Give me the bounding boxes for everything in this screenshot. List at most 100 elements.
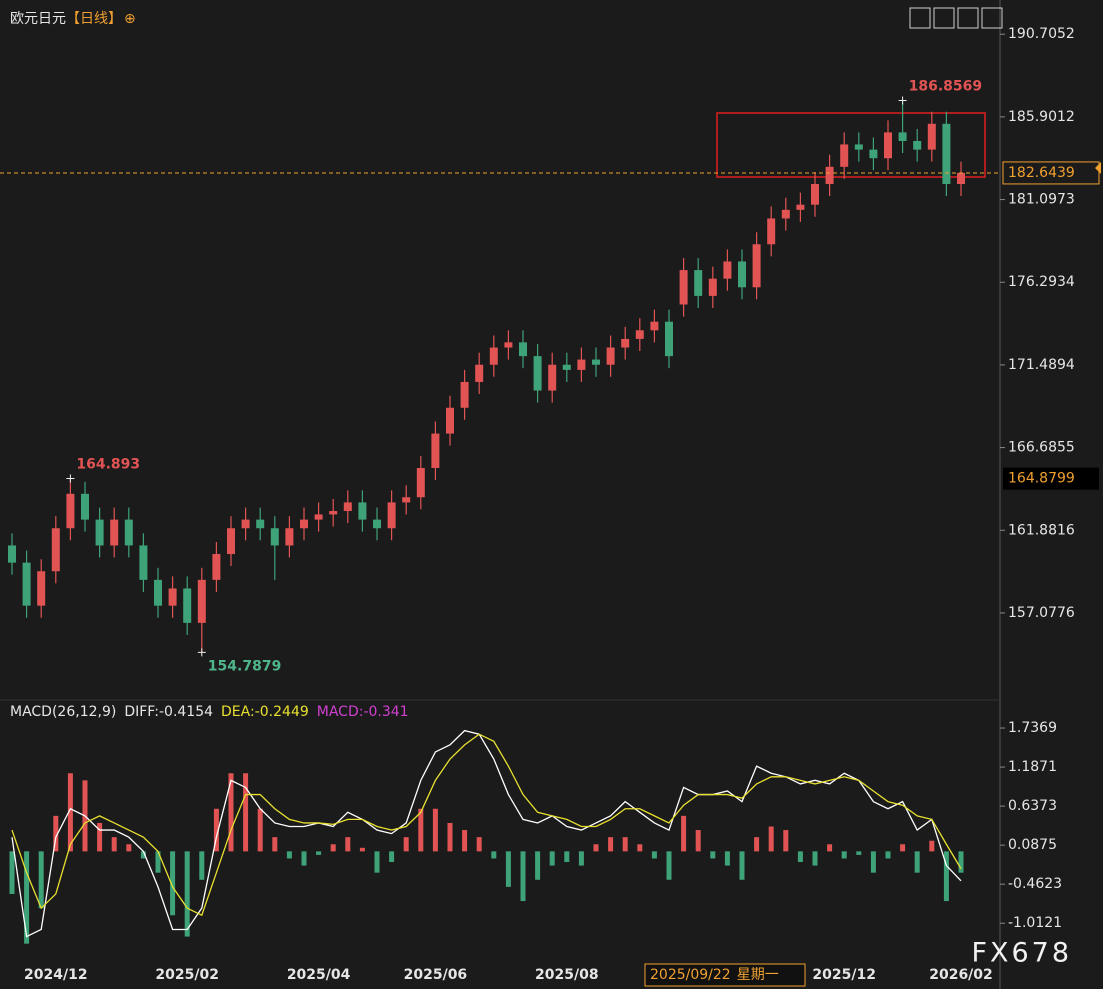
- y-tick-label: 1.7369: [1008, 720, 1057, 736]
- macd-diff-line: [11, 729, 962, 938]
- candle-body: [884, 132, 892, 159]
- macd-bar: [389, 851, 395, 863]
- candle-body: [124, 519, 133, 546]
- macd-dea-line: [11, 733, 962, 917]
- macd-bar: [9, 851, 15, 894]
- candle-body: [606, 347, 615, 365]
- candle-body: [738, 261, 746, 288]
- macd-bar: [53, 815, 59, 852]
- y-tick-label: 157.0776: [1008, 605, 1075, 621]
- period: 【日线】: [66, 11, 122, 27]
- candle-body: [212, 554, 221, 580]
- y-tick-label: 0.0875: [1008, 837, 1057, 853]
- macd-bar: [914, 851, 920, 873]
- candle-body: [256, 519, 265, 529]
- x-tick-label: 2025/04: [287, 967, 351, 983]
- macd-bar: [126, 844, 132, 852]
- macd-bar: [272, 837, 278, 852]
- y-tick-label: 176.2934: [1008, 274, 1075, 290]
- candle-body: [942, 123, 951, 185]
- macd-bar: [316, 851, 322, 855]
- macd-bar: [520, 851, 526, 902]
- candle-body: [562, 364, 571, 370]
- extreme-label: 164.893: [76, 456, 140, 472]
- macd-bar: [593, 844, 599, 852]
- macd-bar: [783, 830, 789, 852]
- last-price-arrow: [1095, 161, 1101, 174]
- candle-body: [533, 356, 542, 391]
- crosshair-date-box: [644, 963, 806, 987]
- macd-bar: [900, 844, 906, 852]
- candle-body: [110, 519, 119, 546]
- candle-body: [139, 545, 148, 580]
- macd-bar: [885, 851, 891, 859]
- candle-body: [854, 144, 863, 150]
- candle-body: [446, 407, 454, 434]
- candle-body: [22, 562, 31, 606]
- toolbar-button[interactable]: [909, 7, 931, 29]
- y-tick-label: 185.9012: [1008, 109, 1075, 125]
- toolbar: [909, 7, 1003, 29]
- candle-body: [811, 184, 819, 205]
- title: 欧元日元【日线】 ⊕: [10, 11, 136, 27]
- macd-bar: [257, 808, 263, 852]
- candle-body: [708, 278, 717, 296]
- macd-bar: [97, 822, 103, 852]
- candle-body: [635, 330, 644, 339]
- macd-bar: [827, 844, 833, 852]
- macd-bar: [754, 837, 760, 852]
- macd-bar: [651, 851, 657, 859]
- title-icon[interactable]: ⊕: [124, 11, 136, 27]
- extreme-label: 186.8569: [909, 78, 983, 94]
- candle-body: [665, 321, 673, 357]
- macd-bar: [330, 844, 336, 852]
- macd-bar: [564, 851, 570, 863]
- toolbar-button[interactable]: [933, 7, 955, 29]
- macd-bar: [681, 815, 687, 852]
- toolbar-button[interactable]: [957, 7, 979, 29]
- candle-body: [241, 519, 250, 529]
- macd-bar: [111, 837, 117, 852]
- macd-bar: [549, 851, 555, 866]
- y-tick-label: 1.1871: [1008, 759, 1057, 775]
- legend-value: -0.2449: [255, 704, 309, 720]
- watermark: FX678: [971, 938, 1072, 969]
- macd-bar: [462, 830, 468, 852]
- y-tick-label: 161.8816: [1008, 522, 1075, 538]
- last-price-box: [1002, 161, 1100, 185]
- macd-bar: [491, 851, 497, 859]
- x-tick-label: 2025/12: [812, 967, 876, 983]
- macd-bar: [228, 773, 234, 852]
- macd-bar: [447, 822, 453, 852]
- macd-bar: [140, 851, 146, 859]
- candle-body: [81, 493, 89, 520]
- macd-name: MACD(26,12,9): [10, 704, 116, 720]
- y-tick-label: 190.7052: [1008, 26, 1075, 42]
- macd-bar: [929, 840, 935, 852]
- macd-bar: [184, 851, 190, 937]
- macd-bar: [418, 808, 424, 852]
- extreme-marker: [898, 96, 907, 105]
- candle-body: [8, 545, 16, 563]
- candle-body: [270, 528, 279, 546]
- macd-bar: [170, 851, 176, 916]
- macd-bar: [578, 851, 584, 866]
- macd-bar: [155, 851, 161, 873]
- candle-body: [723, 261, 732, 279]
- legend-value: -0.341: [363, 704, 408, 720]
- macd-bar: [243, 773, 249, 852]
- candle-body: [650, 321, 659, 331]
- toolbar-button[interactable]: [981, 7, 1003, 29]
- candle-body: [489, 347, 498, 365]
- extreme-marker: [197, 648, 206, 657]
- crosshair-date-text: 2025/09/22: [650, 967, 731, 983]
- macd-bar: [535, 851, 541, 880]
- candle-body: [577, 359, 586, 370]
- candle-body: [781, 209, 790, 219]
- extreme-marker: [66, 474, 75, 483]
- legend-label: DEA:: [221, 704, 255, 720]
- candle-body: [373, 519, 381, 529]
- last-price-label: 182.6439: [1008, 165, 1075, 181]
- candle-body: [621, 338, 630, 348]
